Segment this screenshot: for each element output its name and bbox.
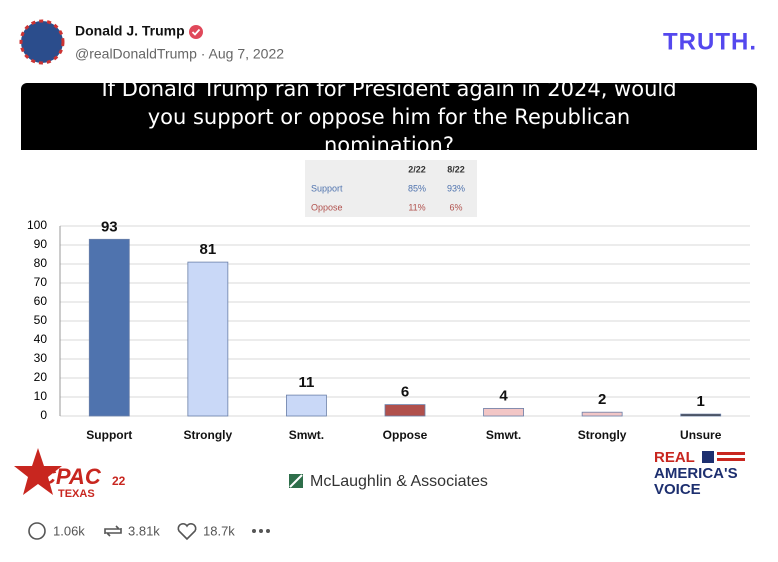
x-tick-label: Smwt. <box>289 428 324 442</box>
y-tick-label: 90 <box>34 237 48 251</box>
handle-date[interactable]: @realDonaldTrump · Aug 7, 2022 <box>75 46 284 62</box>
author-name[interactable]: Donald J. Trump <box>75 23 185 39</box>
table-cell: 85% <box>408 183 426 193</box>
more-dot <box>259 529 263 533</box>
table-bg <box>305 160 477 217</box>
like-button[interactable]: 18.7k <box>177 522 235 541</box>
rav-line-3: VOICE <box>654 481 701 498</box>
table-cell: 11% <box>408 202 425 212</box>
chart: 2/22 8/22 Support 85% 93% Oppose 11% 6% 0 10 20 30 4… <box>27 164 750 442</box>
y-tick-label: 60 <box>34 294 48 308</box>
x-tick-label: Support <box>86 428 132 442</box>
table-header: 2/22 <box>408 164 426 174</box>
x-tick-label: Unsure <box>680 428 722 442</box>
table-cell: 93% <box>447 183 465 193</box>
table-cell: 6% <box>449 202 462 212</box>
rav-stripe <box>717 458 745 461</box>
value-label: 4 <box>499 387 508 404</box>
reply-icon <box>28 522 46 540</box>
verified-check <box>191 28 201 36</box>
avatar-flag <box>19 19 65 65</box>
x-tick-label: Strongly <box>578 428 627 442</box>
y-tick-label: 0 <box>40 408 47 422</box>
pollster-name: McLaughlin & Associates <box>310 473 488 490</box>
reply-button[interactable]: 1.06k <box>28 522 85 540</box>
table-row-label: Oppose <box>311 202 343 212</box>
y-tick-label: 100 <box>27 218 47 232</box>
rav-flag <box>702 451 714 463</box>
like-icon <box>177 522 197 541</box>
y-tick-label: 20 <box>34 370 48 384</box>
more-dot <box>266 529 270 533</box>
bar <box>286 394 327 417</box>
truth-logo[interactable]: TRUTH. <box>663 28 757 55</box>
bar <box>680 413 722 417</box>
bar <box>581 411 623 417</box>
value-label: 6 <box>401 384 409 401</box>
value-label: 1 <box>697 393 705 410</box>
value-label: 93 <box>101 218 118 235</box>
y-tick-label: 10 <box>34 389 48 403</box>
cpac-year: 22 <box>112 474 126 488</box>
value-label: 2 <box>598 391 606 408</box>
bar <box>187 261 229 417</box>
y-tick-label: 70 <box>34 275 48 289</box>
retruth-icon <box>104 525 122 537</box>
y-tick-label: 40 <box>34 332 48 346</box>
cpac-star <box>14 448 62 495</box>
bar <box>384 404 426 417</box>
bar <box>483 407 524 417</box>
avatar[interactable] <box>21 21 63 63</box>
chart-title: If Donald Trump ran for President again … <box>21 77 757 157</box>
more-dot <box>252 529 256 533</box>
table-row-label: Support <box>311 183 343 193</box>
reply-count: 1.06k <box>53 523 85 538</box>
pollster-icon-slash <box>289 474 303 488</box>
value-label: 81 <box>200 241 217 258</box>
x-tick-label: Strongly <box>184 428 233 442</box>
cpac-state: TEXAS <box>58 488 95 500</box>
more-button[interactable] <box>252 529 270 533</box>
value-label: 11 <box>298 374 314 391</box>
retruth-count: 3.81k <box>128 523 160 538</box>
bar <box>88 238 130 417</box>
y-tick-label: 80 <box>34 256 48 270</box>
cpac-text: CPAC <box>40 464 102 489</box>
y-tick-label: 50 <box>34 313 48 327</box>
x-tick-label: Smwt. <box>486 428 521 442</box>
rav-stripe <box>717 452 745 455</box>
retruth-button[interactable]: 3.81k <box>104 523 160 538</box>
rav-line-2: AMERICA'S <box>654 465 738 482</box>
x-tick-label: Oppose <box>383 428 428 442</box>
like-count: 18.7k <box>203 523 235 538</box>
y-tick-label: 30 <box>34 351 48 365</box>
verified-badge <box>189 25 203 39</box>
table-header: 8/22 <box>447 164 465 174</box>
rav-line-1: REAL <box>654 449 695 466</box>
